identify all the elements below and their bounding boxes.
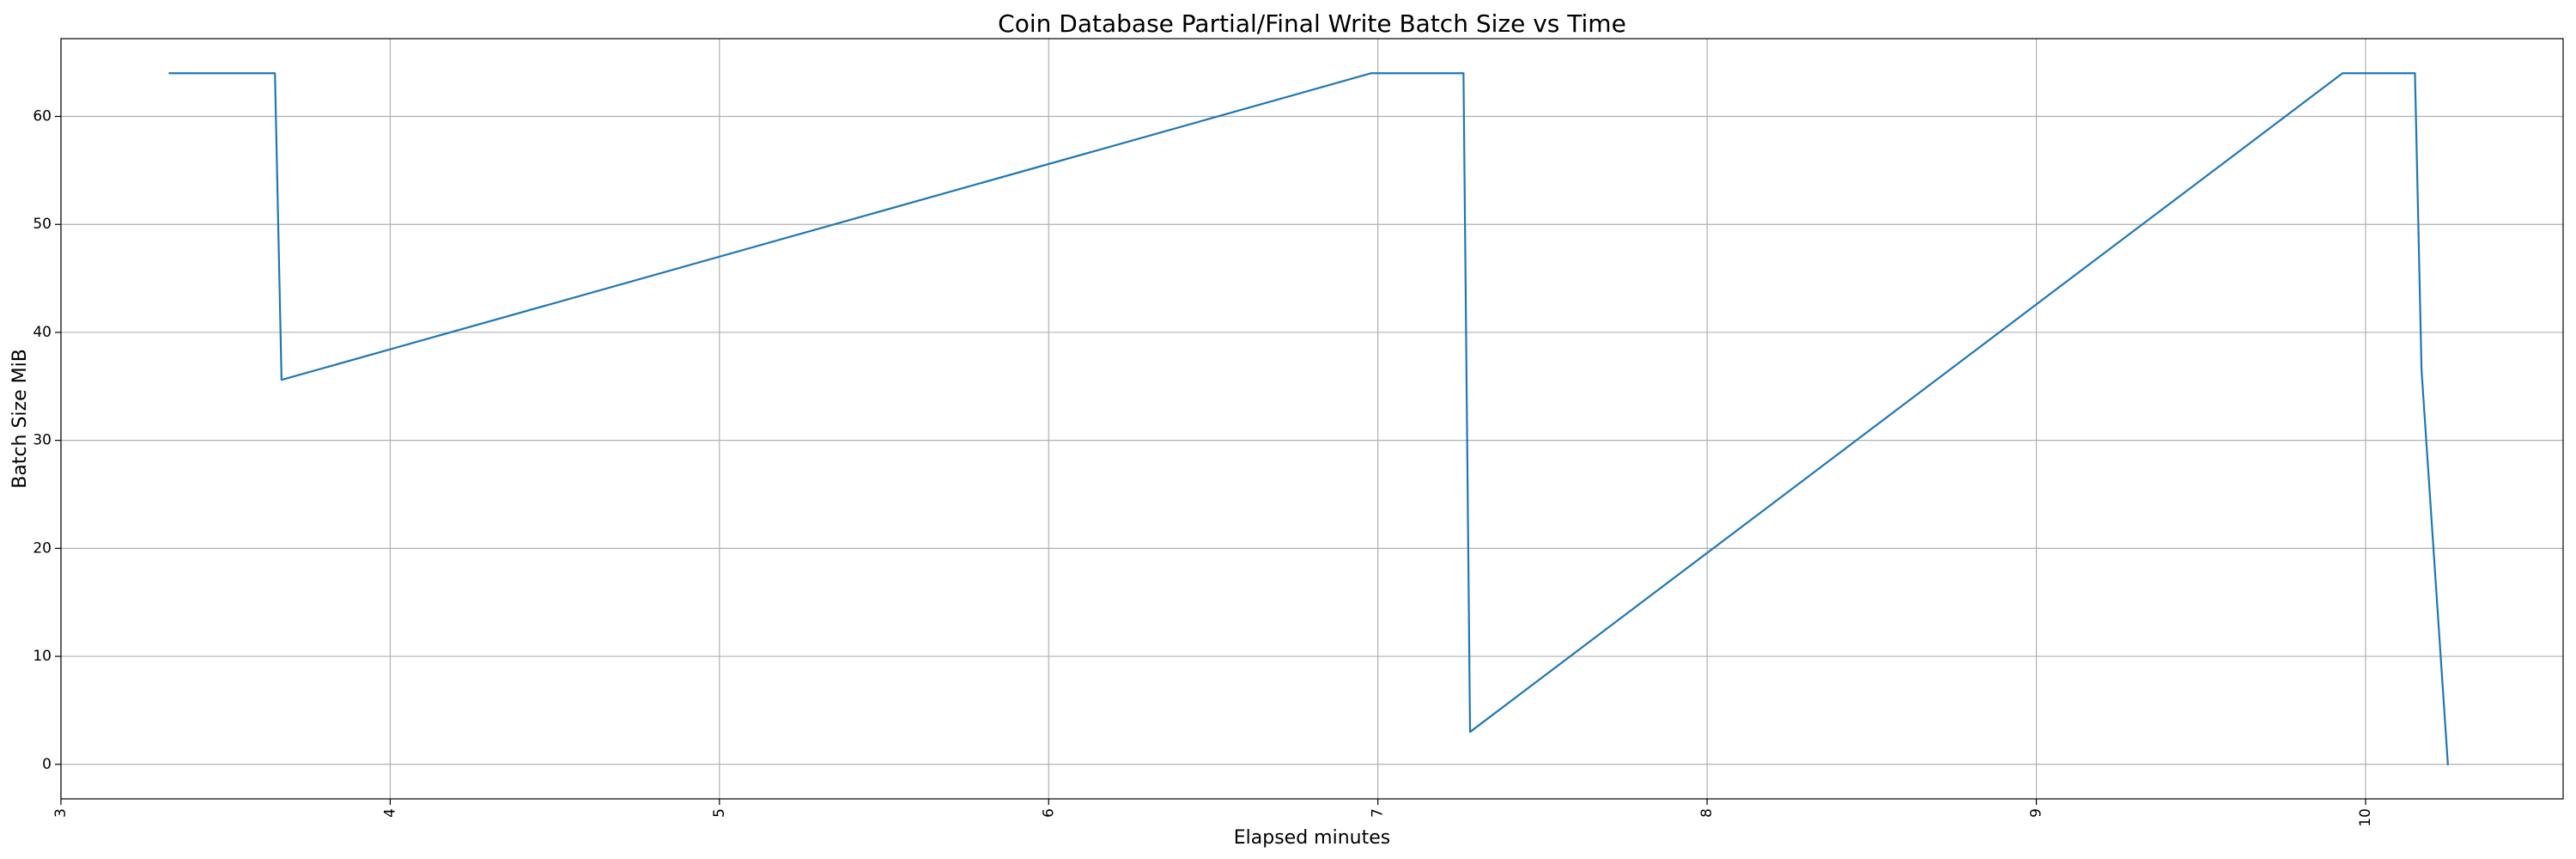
x-tick-label: 9: [2028, 808, 2045, 818]
y-tick-label: 0: [42, 756, 52, 773]
series-line-0: [168, 72, 2449, 765]
x-tick-label: 4: [381, 808, 398, 818]
y-tick-label: 30: [33, 432, 52, 449]
y-tick-label: 10: [33, 648, 52, 665]
x-tick-label: 7: [1370, 808, 1387, 818]
grid: [60, 39, 2563, 799]
ticks: 3 4 5 6 7 8 9 10 0 10 20 30 40 50 60: [33, 108, 2374, 827]
y-tick-label: 20: [33, 539, 52, 557]
y-tick-label: 40: [33, 324, 52, 341]
axes-frame: [60, 38, 2564, 800]
x-axis-label: Elapsed minutes: [1234, 827, 1390, 849]
series-layer: [168, 72, 2449, 765]
x-tick-label: 3: [52, 808, 70, 818]
x-tick-label: 5: [711, 808, 728, 818]
x-tick-label: 8: [1698, 808, 1716, 818]
y-tick-label: 50: [33, 216, 52, 233]
chart-title: Coin Database Partial/Final Write Batch …: [998, 9, 1626, 38]
x-tick-label: 10: [2357, 808, 2374, 827]
y-tick-label: 60: [33, 108, 52, 125]
x-tick-label: 6: [1040, 808, 1057, 818]
y-axis-label: Batch Size MiB: [9, 349, 31, 489]
